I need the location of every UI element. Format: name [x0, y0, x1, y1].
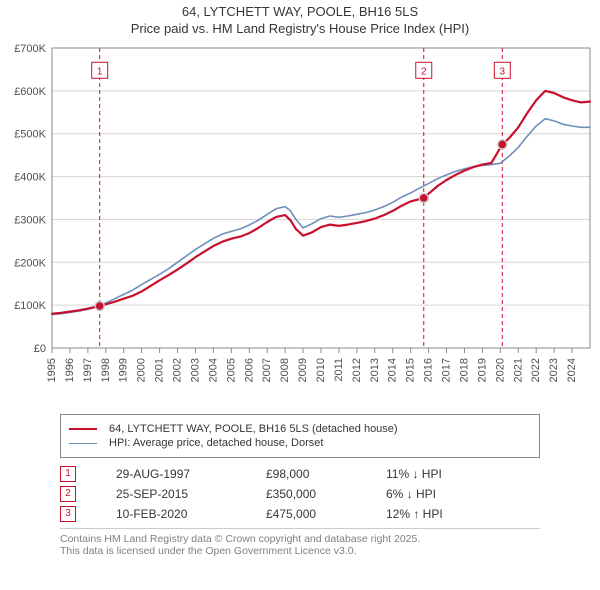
- attribution: Contains HM Land Registry data © Crown c…: [60, 528, 540, 557]
- svg-text:£400K: £400K: [14, 172, 46, 184]
- svg-text:1: 1: [97, 66, 103, 77]
- svg-text:2005: 2005: [225, 358, 237, 382]
- event-delta: 11% ↓ HPI: [386, 467, 476, 481]
- event-delta: 6% ↓ HPI: [386, 487, 476, 501]
- svg-text:2014: 2014: [387, 358, 399, 382]
- svg-text:2022: 2022: [530, 358, 542, 382]
- svg-text:2: 2: [421, 66, 427, 77]
- event-delta: 12% ↑ HPI: [386, 507, 476, 521]
- svg-text:2011: 2011: [333, 358, 345, 382]
- event-price: £98,000: [266, 467, 346, 481]
- svg-text:2001: 2001: [154, 358, 166, 382]
- svg-text:2004: 2004: [207, 358, 219, 382]
- price-event-row: 2 25-SEP-2015 £350,000 6% ↓ HPI: [60, 486, 540, 502]
- attribution-line-1: Contains HM Land Registry data © Crown c…: [60, 533, 540, 545]
- line-chart: £0 £100K £200K £300K £400K £500K £600K £700K 199…: [0, 38, 600, 408]
- svg-text:£700K: £700K: [14, 43, 46, 55]
- svg-text:2007: 2007: [261, 358, 273, 382]
- event-price: £350,000: [266, 487, 346, 501]
- svg-text:£300K: £300K: [14, 214, 46, 226]
- svg-text:2009: 2009: [297, 358, 309, 382]
- legend-label: 64, LYTCHETT WAY, POOLE, BH16 5LS (detac…: [109, 423, 398, 435]
- svg-text:£0: £0: [34, 343, 46, 355]
- title-line-2: Price paid vs. HM Land Registry's House …: [0, 21, 600, 36]
- svg-text:£200K: £200K: [14, 257, 46, 269]
- svg-text:2013: 2013: [369, 358, 381, 382]
- event-date: 10-FEB-2020: [116, 507, 226, 521]
- price-event-row: 1 29-AUG-1997 £98,000 11% ↓ HPI: [60, 466, 540, 482]
- event-index-badge: 1: [60, 466, 76, 482]
- event-index-badge: 2: [60, 486, 76, 502]
- svg-text:1995: 1995: [46, 358, 58, 382]
- legend-swatch: [69, 443, 97, 444]
- svg-text:2020: 2020: [494, 358, 506, 382]
- svg-text:1996: 1996: [64, 358, 76, 382]
- svg-text:2023: 2023: [548, 358, 560, 382]
- svg-text:£100K: £100K: [14, 300, 46, 312]
- svg-text:£600K: £600K: [14, 86, 46, 98]
- svg-text:2016: 2016: [423, 358, 435, 382]
- svg-text:2024: 2024: [566, 358, 578, 382]
- svg-text:1999: 1999: [118, 358, 130, 382]
- chart-container: 64, LYTCHETT WAY, POOLE, BH16 5LS Price …: [0, 0, 600, 557]
- attribution-line-2: This data is licensed under the Open Gov…: [60, 545, 540, 557]
- event-index-badge: 3: [60, 506, 76, 522]
- legend: 64, LYTCHETT WAY, POOLE, BH16 5LS (detac…: [60, 414, 540, 458]
- price-event-row: 3 10-FEB-2020 £475,000 12% ↑ HPI: [60, 506, 540, 522]
- svg-text:2006: 2006: [243, 358, 255, 382]
- svg-text:2002: 2002: [172, 358, 184, 382]
- svg-text:1998: 1998: [100, 358, 112, 382]
- svg-text:2017: 2017: [441, 358, 453, 382]
- event-price: £475,000: [266, 507, 346, 521]
- svg-text:2000: 2000: [136, 358, 148, 382]
- svg-text:1997: 1997: [82, 358, 94, 382]
- legend-label: HPI: Average price, detached house, Dors…: [109, 437, 323, 449]
- legend-item: HPI: Average price, detached house, Dors…: [69, 437, 531, 449]
- legend-swatch: [69, 428, 97, 430]
- titles: 64, LYTCHETT WAY, POOLE, BH16 5LS Price …: [0, 0, 600, 38]
- event-date: 29-AUG-1997: [116, 467, 226, 481]
- svg-text:2015: 2015: [405, 358, 417, 382]
- svg-text:2003: 2003: [189, 358, 201, 382]
- chart-svg: £0 £100K £200K £300K £400K £500K £600K £700K 199…: [0, 38, 600, 408]
- svg-text:3: 3: [500, 66, 506, 77]
- svg-text:2008: 2008: [279, 358, 291, 382]
- price-events-table: 1 29-AUG-1997 £98,000 11% ↓ HPI 2 25-SEP-2015…: [60, 466, 540, 522]
- title-line-1: 64, LYTCHETT WAY, POOLE, BH16 5LS: [0, 4, 600, 19]
- svg-text:2012: 2012: [351, 358, 363, 382]
- legend-item: 64, LYTCHETT WAY, POOLE, BH16 5LS (detac…: [69, 423, 531, 435]
- svg-text:£500K: £500K: [14, 129, 46, 141]
- svg-text:2018: 2018: [458, 358, 470, 382]
- svg-text:2019: 2019: [476, 358, 488, 382]
- svg-text:2021: 2021: [512, 358, 524, 382]
- event-date: 25-SEP-2015: [116, 487, 226, 501]
- svg-text:2010: 2010: [315, 358, 327, 382]
